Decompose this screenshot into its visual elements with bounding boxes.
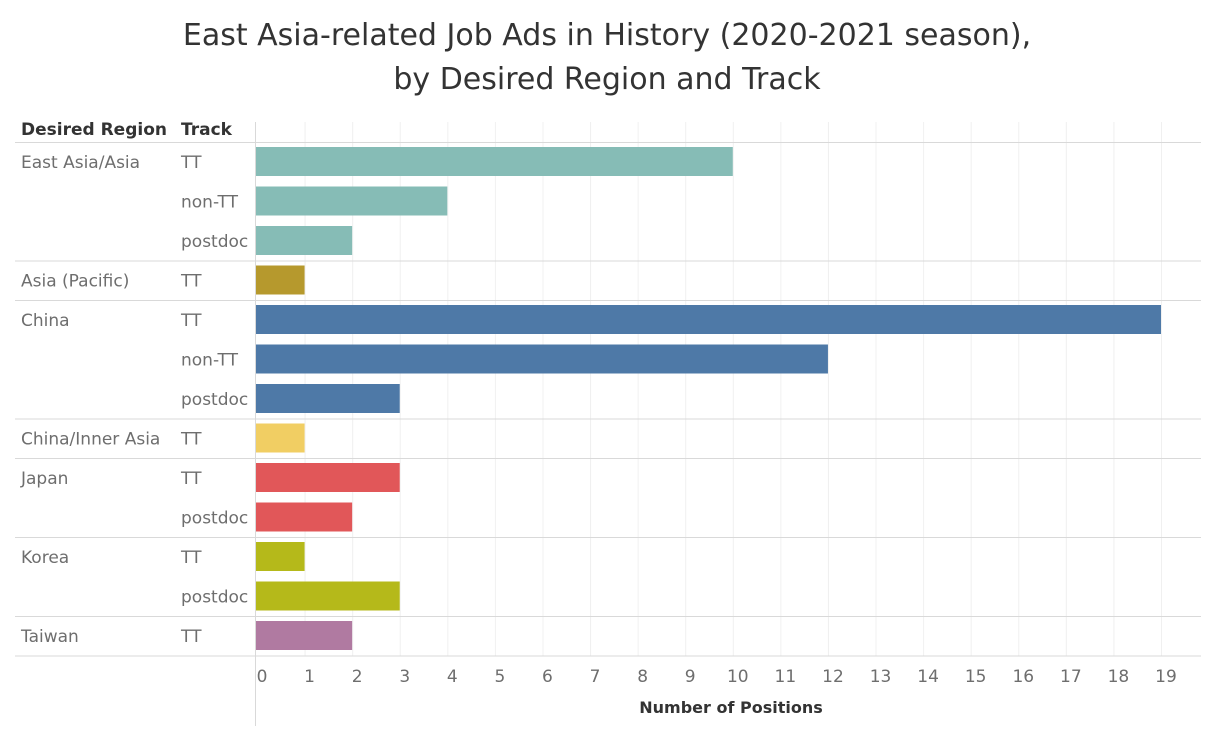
bar — [256, 186, 448, 216]
bar — [256, 305, 1161, 334]
chart-title-line-1: East Asia-related Job Ads in History (20… — [182, 18, 1032, 53]
x-tick-label: 11 — [775, 667, 797, 687]
bar — [256, 581, 400, 611]
x-tick-label: 12 — [822, 667, 844, 687]
region-label: Korea — [21, 548, 69, 568]
x-tick-label: 8 — [637, 667, 648, 687]
x-tick-label: 7 — [590, 667, 601, 687]
region-label: Japan — [20, 469, 68, 489]
x-tick-label: 1 — [304, 667, 315, 687]
track-label: TT — [180, 548, 202, 568]
x-tick-label: 10 — [727, 667, 749, 687]
track-label: non-TT — [181, 193, 239, 213]
x-tick-label: 5 — [494, 667, 505, 687]
bar — [256, 463, 400, 492]
x-tick-label: 3 — [399, 667, 410, 687]
track-label: non-TT — [181, 351, 239, 371]
track-label: postdoc — [181, 588, 248, 608]
region-label: Asia (Pacific) — [21, 272, 129, 292]
x-tick-label: 19 — [1155, 667, 1177, 687]
bar — [256, 226, 353, 255]
chart-title-line-2: by Desired Region and Track — [393, 62, 821, 97]
track-label: postdoc — [181, 232, 248, 252]
track-label: postdoc — [181, 509, 248, 529]
x-tick-label: 13 — [870, 667, 892, 687]
bar — [256, 542, 305, 571]
bar — [256, 384, 400, 413]
bar — [256, 265, 305, 295]
x-tick-label: 0 — [257, 667, 268, 687]
bar — [256, 621, 353, 650]
x-tick-label: 15 — [965, 667, 987, 687]
x-tick-label: 14 — [917, 667, 939, 687]
track-label: TT — [180, 469, 202, 489]
chart-title: East Asia-related Job Ads in History (20… — [0, 14, 1214, 102]
x-tick-label: 9 — [685, 667, 696, 687]
bar — [256, 423, 305, 453]
track-column-header: Track — [181, 120, 232, 140]
x-tick-label: 16 — [1012, 667, 1034, 687]
region-label: East Asia/Asia — [21, 153, 140, 173]
region-label: Taiwan — [20, 627, 79, 647]
track-label: TT — [180, 153, 202, 173]
track-label: TT — [180, 311, 202, 331]
x-tick-label: 17 — [1060, 667, 1082, 687]
bar — [256, 147, 733, 176]
region-label: China — [21, 311, 70, 331]
track-label: TT — [180, 627, 202, 647]
x-tick-label: 6 — [542, 667, 553, 687]
region-label: China/Inner Asia — [21, 430, 160, 450]
bar — [256, 502, 353, 532]
track-label: postdoc — [181, 390, 248, 410]
x-axis-label: Number of Positions — [639, 698, 823, 717]
x-tick-label: 18 — [1108, 667, 1130, 687]
x-tick-label: 4 — [447, 667, 458, 687]
x-tick-label: 2 — [352, 667, 363, 687]
region-column-header: Desired Region — [21, 120, 167, 140]
bar — [256, 344, 828, 374]
track-label: TT — [180, 430, 202, 450]
track-label: TT — [180, 272, 202, 292]
